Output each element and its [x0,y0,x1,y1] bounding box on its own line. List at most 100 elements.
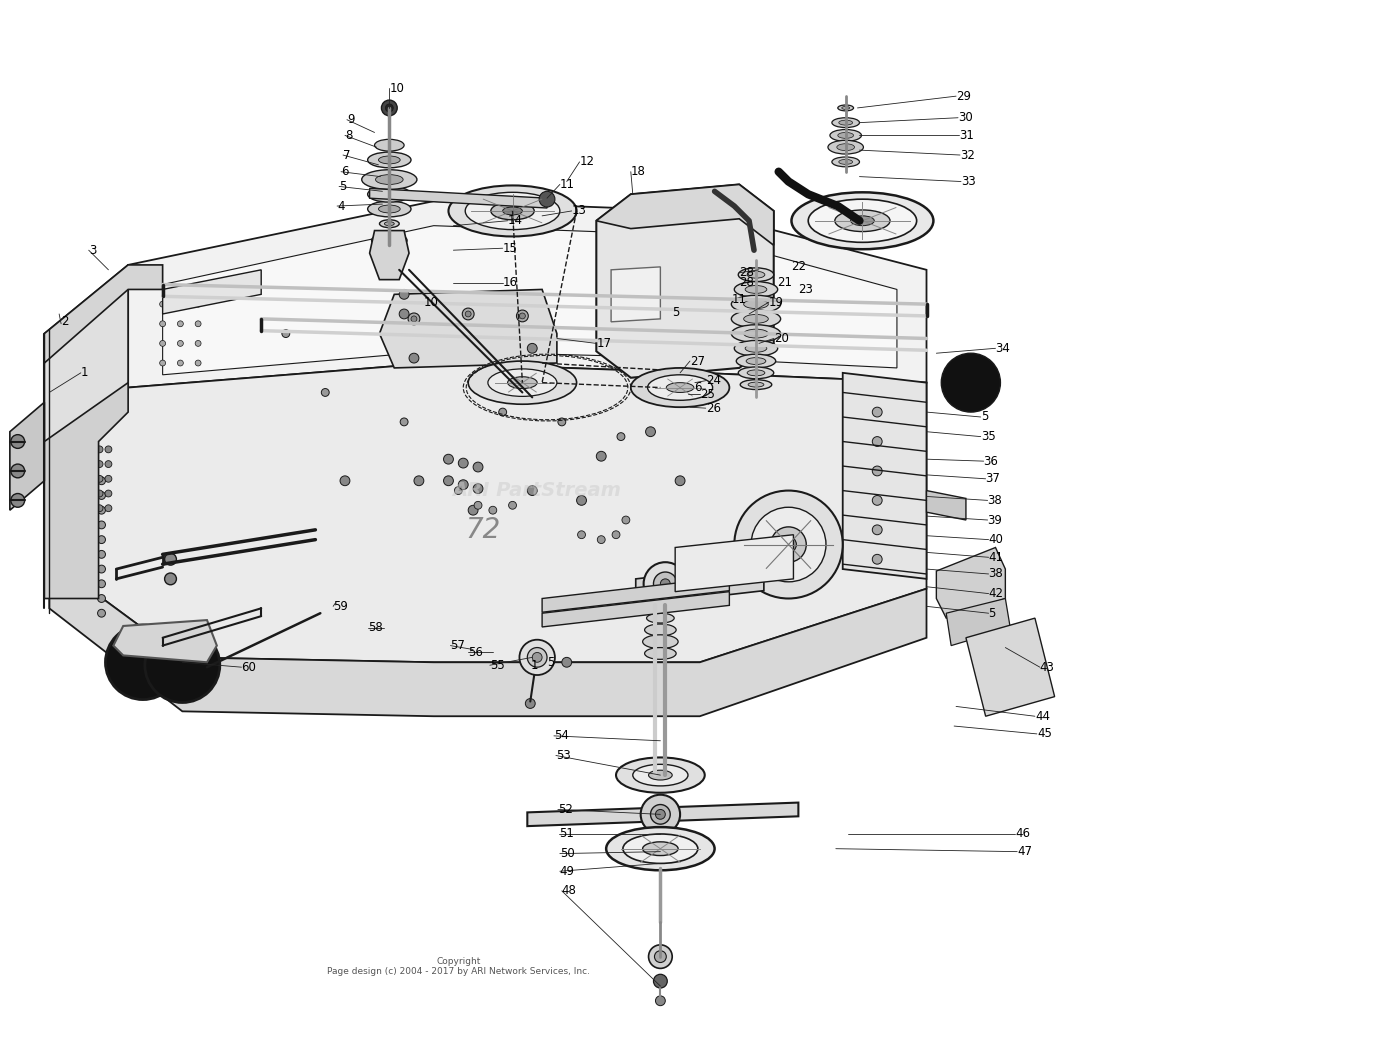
Circle shape [519,313,526,319]
Text: Copyright
Page design (c) 2004 - 2017 by ARI Network Services, Inc.: Copyright Page design (c) 2004 - 2017 by… [327,957,590,976]
Circle shape [578,531,585,538]
Text: 42: 42 [989,587,1004,600]
Circle shape [96,505,103,512]
Polygon shape [527,803,798,827]
Circle shape [97,580,106,588]
Text: 5: 5 [980,410,989,424]
Circle shape [281,330,290,337]
Text: 56: 56 [468,646,483,659]
Circle shape [651,805,670,824]
Circle shape [474,484,483,493]
Polygon shape [611,266,660,322]
Ellipse shape [503,207,522,214]
Circle shape [159,360,166,366]
Text: 43: 43 [1039,661,1054,674]
Text: 9: 9 [347,113,354,126]
Ellipse shape [378,142,401,149]
Circle shape [676,476,685,486]
Circle shape [459,480,468,489]
Text: 13: 13 [571,204,586,218]
Ellipse shape [375,139,404,151]
Ellipse shape [644,648,676,659]
Text: 11: 11 [732,293,747,306]
Circle shape [97,491,106,500]
Ellipse shape [384,222,394,226]
Text: 23: 23 [798,283,813,296]
Circle shape [104,446,111,453]
Circle shape [382,100,397,116]
Ellipse shape [839,159,853,164]
Ellipse shape [746,285,768,294]
Ellipse shape [492,202,534,220]
Ellipse shape [623,834,697,863]
Ellipse shape [648,375,713,401]
Text: 10: 10 [424,296,439,309]
Text: 5: 5 [989,607,995,619]
Ellipse shape [732,325,781,342]
Text: 1: 1 [530,659,538,671]
Circle shape [942,353,1001,412]
Ellipse shape [380,237,398,244]
Text: 19: 19 [769,296,784,309]
Ellipse shape [836,144,854,151]
Circle shape [508,502,516,509]
Circle shape [654,572,677,595]
Circle shape [104,505,111,512]
Ellipse shape [449,185,577,236]
Circle shape [96,476,103,482]
Text: 58: 58 [368,621,383,634]
Circle shape [400,418,408,426]
Text: 6: 6 [693,381,702,395]
Circle shape [96,461,103,467]
Circle shape [177,321,184,327]
Text: 55: 55 [490,659,505,671]
Ellipse shape [376,175,404,184]
Ellipse shape [736,354,776,367]
Text: 29: 29 [956,90,971,103]
Ellipse shape [368,186,411,202]
Circle shape [489,506,497,514]
Circle shape [527,486,537,496]
Circle shape [454,486,463,494]
Polygon shape [379,289,557,367]
Ellipse shape [839,120,853,125]
Circle shape [516,310,529,322]
Circle shape [165,554,176,565]
Ellipse shape [616,758,704,793]
Text: 28: 28 [739,276,754,289]
Text: 2: 2 [62,315,69,328]
Text: 10: 10 [390,82,404,95]
Circle shape [177,360,184,366]
Text: 17: 17 [596,337,611,350]
Circle shape [443,454,453,464]
Polygon shape [843,373,927,579]
Text: 25: 25 [700,388,715,401]
Polygon shape [936,548,1005,618]
Text: 51: 51 [559,828,574,840]
Ellipse shape [732,310,781,328]
Circle shape [872,496,881,505]
Circle shape [872,436,881,447]
Circle shape [474,462,483,472]
Circle shape [751,507,827,582]
Text: ARI PartStream: ARI PartStream [453,481,622,500]
Circle shape [159,301,166,307]
Polygon shape [636,564,763,590]
Ellipse shape [740,380,772,389]
Text: 16: 16 [503,276,518,289]
Text: 47: 47 [1017,845,1032,858]
Text: 31: 31 [958,129,973,142]
Ellipse shape [829,129,861,142]
Circle shape [177,301,184,307]
Polygon shape [542,591,729,627]
Circle shape [463,308,474,320]
Text: 1: 1 [81,366,88,379]
Circle shape [97,565,106,573]
Circle shape [88,505,95,512]
Text: 34: 34 [995,341,1011,355]
Circle shape [562,657,571,667]
Circle shape [97,477,106,485]
Circle shape [872,466,881,476]
Polygon shape [49,363,927,662]
Circle shape [321,388,330,397]
